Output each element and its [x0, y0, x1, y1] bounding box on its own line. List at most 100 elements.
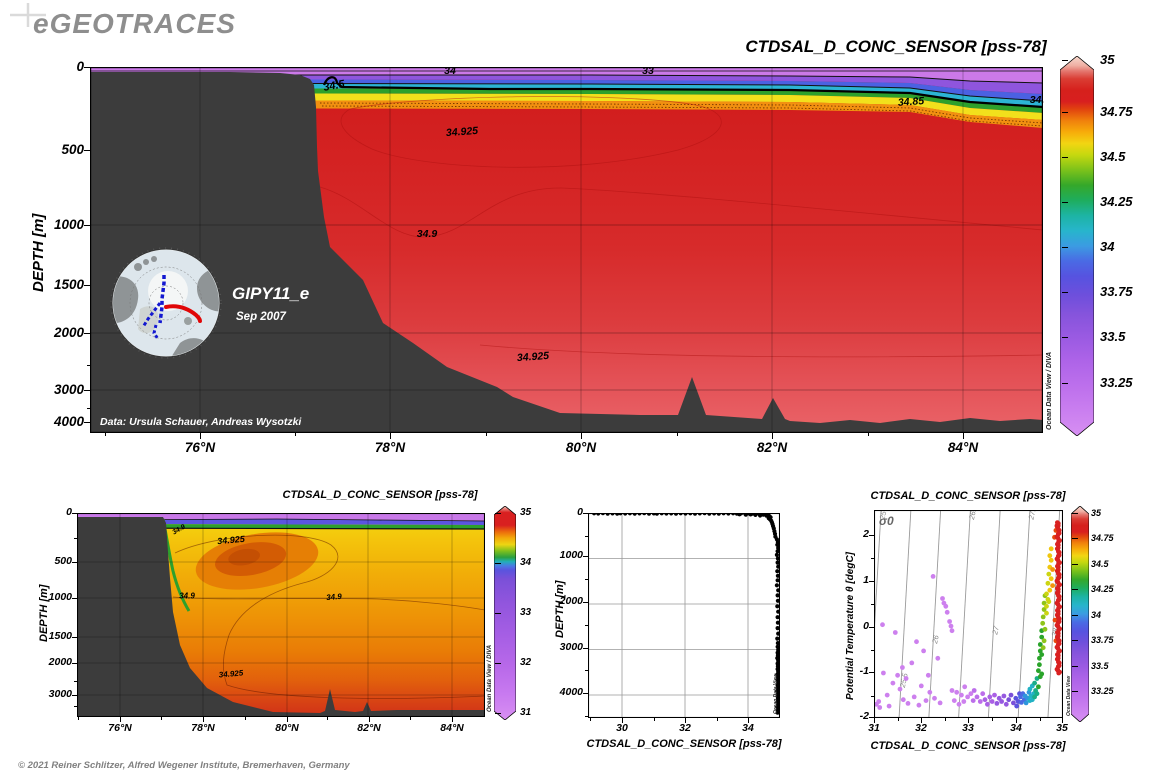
data-point: [987, 694, 993, 700]
data-point: [775, 604, 780, 609]
tick-mark: [963, 433, 964, 439]
contour-label: 33: [642, 65, 654, 77]
y-tick-label: 1: [863, 574, 869, 587]
x-tick-label: 34: [1010, 722, 1022, 734]
minor-tick: [1040, 718, 1041, 721]
data-point: [999, 699, 1004, 704]
data-point: [982, 697, 988, 703]
data-point: [1036, 668, 1041, 674]
data-point: [949, 628, 955, 634]
colorbar-tick: [1062, 202, 1068, 203]
x-tick-label: 34: [742, 722, 754, 734]
data-point: [948, 623, 954, 629]
minor-tick: [871, 696, 874, 697]
tick-mark: [72, 695, 77, 696]
tick-mark: [369, 717, 370, 722]
data-point: [775, 578, 780, 583]
data-point: [1056, 597, 1062, 602]
colorbar-tick: [1072, 589, 1078, 590]
data-point: [1054, 644, 1060, 650]
cruise-track-blue-2: [141, 302, 162, 328]
y-tick-label: 2: [863, 528, 869, 541]
data-point: [1055, 523, 1061, 529]
data-point: [1039, 652, 1045, 657]
data-point: [1046, 571, 1052, 577]
minor-tick: [78, 717, 79, 720]
colorbar-tick: [1062, 337, 1068, 338]
data-point: [1057, 669, 1062, 675]
data-point: [974, 694, 980, 700]
colorbar-label: 33: [520, 607, 532, 618]
colorbar-label: 33.25: [1100, 375, 1133, 391]
profile-x-axis-label: CTDSAL_D_CONC_SENSOR [pss-78]: [586, 738, 782, 750]
ts-colorbar-body: [1071, 506, 1089, 722]
cruise-date: Sep 2007: [236, 311, 286, 323]
tick-mark: [874, 718, 875, 723]
colorbar-label: 33.5: [1100, 329, 1126, 345]
tick-mark: [72, 513, 77, 514]
tick-mark: [84, 285, 90, 286]
tick-mark: [583, 513, 588, 514]
bl-watermark: Ocean Data View / DIVA: [487, 644, 493, 712]
data-point: [914, 639, 919, 645]
colorbar-tick: [1072, 666, 1078, 667]
tick-mark: [203, 717, 204, 722]
profile-watermark: Ocean Data View: [773, 673, 779, 714]
x-tick-label: 80°N: [565, 440, 597, 455]
data-point: [943, 603, 949, 609]
data-point: [1055, 608, 1060, 613]
bathymetry: [90, 72, 1043, 433]
data-point: [1048, 557, 1054, 563]
app-logo: eGEOTRACES: [33, 8, 236, 39]
contour-label: 34.9: [416, 228, 438, 240]
band-purple: [90, 75, 1043, 94]
colorbar-tick: [1072, 564, 1078, 565]
band-blue: [90, 79, 1043, 101]
minor-tick: [868, 433, 869, 436]
contour-line-34-5: [322, 76, 1043, 109]
minor-tick: [486, 433, 487, 436]
data-point: [1037, 662, 1042, 668]
footer-credit: © 2021 Reiner Schlitzer, Alfred Wegener …: [18, 760, 350, 771]
sigma-label: 27: [990, 625, 1001, 637]
data-point: [774, 552, 779, 557]
cruise-map-inset[interactable]: [110, 247, 222, 359]
y-tick-label: 0: [863, 620, 869, 633]
data-point: [1055, 655, 1061, 661]
data-point: [1044, 610, 1049, 616]
data-point: [968, 691, 974, 697]
y-tick-label: -2: [859, 710, 869, 723]
tick-mark: [84, 333, 90, 334]
data-point: [1041, 638, 1047, 644]
data-point: [944, 609, 950, 615]
data-point: [921, 648, 926, 654]
x-tick-label: 82°N: [357, 722, 381, 734]
data-point: [985, 701, 990, 707]
colorbar-label: 34.25: [1091, 583, 1114, 594]
minor-tick: [654, 718, 655, 721]
data-point: [925, 672, 931, 678]
colorbar-label: 34: [1091, 609, 1102, 620]
data-point: [909, 660, 915, 666]
data-point: [923, 698, 929, 703]
colorbar-label: 33.75: [1091, 634, 1114, 645]
y-tick-label: 500: [54, 555, 72, 568]
ts-plot-title: CTDSAL_D_CONC_SENSOR [pss-78]: [870, 490, 1066, 502]
bl-contour-34-925: [174, 534, 485, 699]
profile-grid-v: [621, 513, 749, 718]
tick-mark: [622, 718, 623, 723]
data-point: [911, 694, 917, 700]
tick-mark: [869, 627, 874, 628]
data-point: [877, 705, 883, 710]
data-point: [775, 626, 780, 631]
contour-label: 34.: [1029, 94, 1045, 106]
contour-label: 34.925: [516, 349, 550, 365]
data-point: [1055, 541, 1060, 547]
colorbar-tick: [1062, 157, 1068, 158]
sigma-line: [874, 510, 882, 643]
data-point: [1057, 648, 1062, 654]
data-point: [1044, 603, 1049, 609]
data-point: [1040, 645, 1046, 651]
data-point: [1057, 626, 1062, 632]
y-tick-label: 1000: [53, 216, 84, 232]
